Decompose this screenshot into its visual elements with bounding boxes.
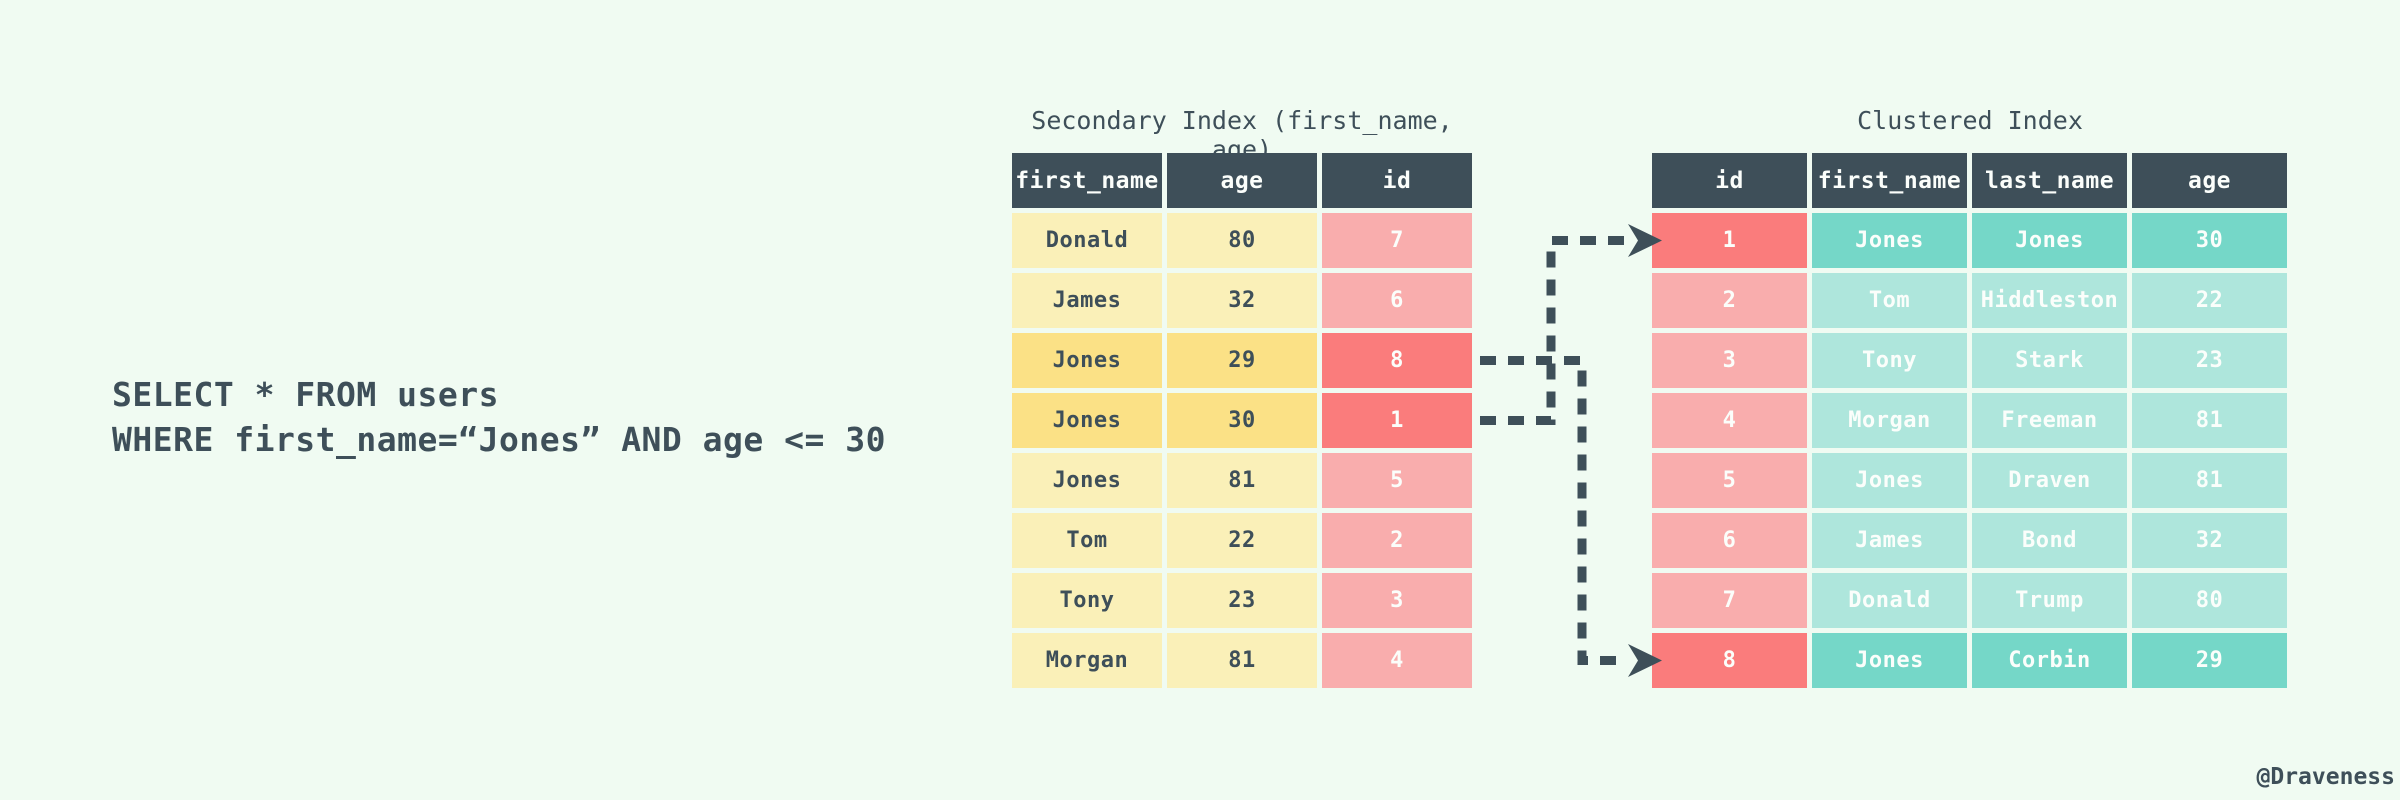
table-cell-first_name: Tony bbox=[1812, 333, 1967, 388]
table-cell-age: 22 bbox=[1167, 513, 1317, 568]
table-cell-id: 3 bbox=[1322, 573, 1472, 628]
column-header-age: age bbox=[1167, 153, 1317, 208]
table-cell-last_name: Freeman bbox=[1972, 393, 2127, 448]
table-cell-id: 2 bbox=[1652, 273, 1807, 328]
table-cell-id: 4 bbox=[1322, 633, 1472, 688]
table-cell-last_name: Corbin bbox=[1972, 633, 2127, 688]
table-cell-id: 3 bbox=[1652, 333, 1807, 388]
table-cell-age: 30 bbox=[1167, 393, 1317, 448]
column-header-id: id bbox=[1652, 153, 1807, 208]
table-cell-id: 7 bbox=[1322, 213, 1472, 268]
table-cell-first_name: James bbox=[1012, 273, 1162, 328]
sql-query-line1: SELECT * FROM users bbox=[112, 375, 499, 414]
table-cell-first_name: Jones bbox=[1812, 453, 1967, 508]
table-cell-age: 29 bbox=[1167, 333, 1317, 388]
table-cell-age: 81 bbox=[1167, 453, 1317, 508]
table-cell-age: 80 bbox=[2132, 573, 2287, 628]
table-cell-id: 4 bbox=[1652, 393, 1807, 448]
table-cell-last_name: Hiddleston bbox=[1972, 273, 2127, 328]
sql-query-line2: WHERE first_name=“Jones” AND age <= 30 bbox=[112, 420, 886, 459]
table-cell-age: 81 bbox=[2132, 393, 2287, 448]
table-cell-first_name: Morgan bbox=[1812, 393, 1967, 448]
table-cell-age: 32 bbox=[1167, 273, 1317, 328]
table-cell-id: 1 bbox=[1322, 393, 1472, 448]
table-cell-first_name: James bbox=[1812, 513, 1967, 568]
clustered-index-table: id first_name last_name age 1 Jones Jones 30 2 To… bbox=[1652, 153, 2287, 688]
column-header-age: age bbox=[2132, 153, 2287, 208]
table-cell-id: 5 bbox=[1652, 453, 1807, 508]
sql-query: SELECT * FROM users WHERE first_name=“Jo… bbox=[112, 372, 886, 462]
table-cell-first_name: Tom bbox=[1812, 273, 1967, 328]
table-cell-last_name: Stark bbox=[1972, 333, 2127, 388]
table-cell-first_name: Tom bbox=[1012, 513, 1162, 568]
lookup-arrow-id8-path bbox=[1480, 356, 1624, 665]
clustered-index-title: Clustered Index bbox=[1857, 106, 2083, 135]
table-cell-first_name: Jones bbox=[1812, 213, 1967, 268]
table-cell-last_name: Bond bbox=[1972, 513, 2127, 568]
table-cell-age: 29 bbox=[2132, 633, 2287, 688]
table-cell-age: 30 bbox=[2132, 213, 2287, 268]
lookup-arrow-id1-path bbox=[1480, 236, 1624, 425]
table-cell-last_name: Jones bbox=[1972, 213, 2127, 268]
table-cell-id: 6 bbox=[1322, 273, 1472, 328]
table-cell-first_name: Donald bbox=[1812, 573, 1967, 628]
table-cell-id: 7 bbox=[1652, 573, 1807, 628]
table-cell-age: 80 bbox=[1167, 213, 1317, 268]
table-cell-age: 81 bbox=[1167, 633, 1317, 688]
table-cell-id: 6 bbox=[1652, 513, 1807, 568]
table-cell-last_name: Trump bbox=[1972, 573, 2127, 628]
table-cell-first_name: Donald bbox=[1012, 213, 1162, 268]
table-cell-first_name: Morgan bbox=[1012, 633, 1162, 688]
table-cell-age: 32 bbox=[2132, 513, 2287, 568]
table-cell-first_name: Jones bbox=[1012, 453, 1162, 508]
table-cell-age: 23 bbox=[1167, 573, 1317, 628]
table-cell-id: 1 bbox=[1652, 213, 1807, 268]
table-cell-first_name: Tony bbox=[1012, 573, 1162, 628]
table-cell-first_name: Jones bbox=[1012, 393, 1162, 448]
table-cell-id: 8 bbox=[1322, 333, 1472, 388]
column-header-last_name: last_name bbox=[1972, 153, 2127, 208]
table-cell-last_name: Draven bbox=[1972, 453, 2127, 508]
secondary-index-table: first_name age id Donald 80 7 James 32 6 Jones 29 8… bbox=[1012, 153, 1472, 688]
table-cell-id: 2 bbox=[1322, 513, 1472, 568]
table-cell-first_name: Jones bbox=[1812, 633, 1967, 688]
secondary-index-title: Secondary Index (first_name, age) bbox=[1031, 106, 1453, 164]
table-cell-id: 5 bbox=[1322, 453, 1472, 508]
table-cell-age: 22 bbox=[2132, 273, 2287, 328]
table-cell-age: 81 bbox=[2132, 453, 2287, 508]
table-cell-id: 8 bbox=[1652, 633, 1807, 688]
table-cell-first_name: Jones bbox=[1012, 333, 1162, 388]
table-cell-age: 23 bbox=[2132, 333, 2287, 388]
column-header-first_name: first_name bbox=[1012, 153, 1162, 208]
column-header-first_name: first_name bbox=[1812, 153, 1967, 208]
column-header-id: id bbox=[1322, 153, 1472, 208]
author-credit: @Draveness bbox=[2256, 764, 2395, 790]
